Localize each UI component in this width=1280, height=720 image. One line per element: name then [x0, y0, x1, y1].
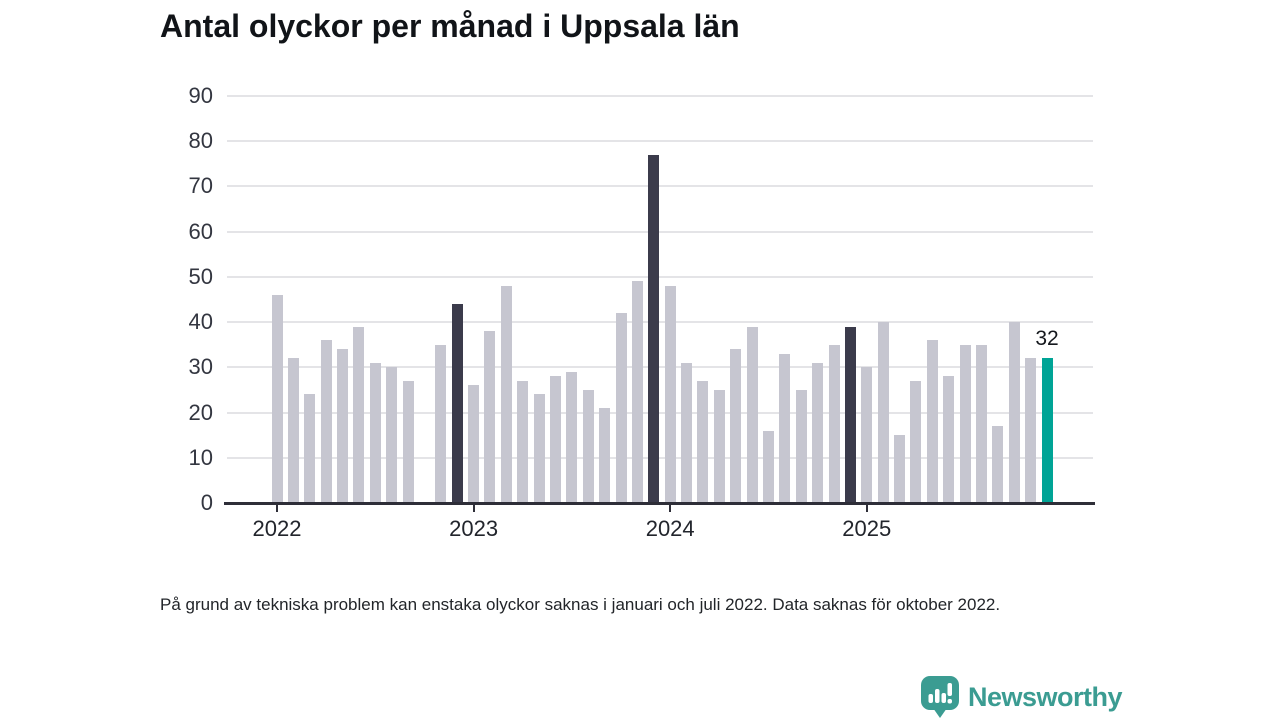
- bar-2022-12: [451, 304, 463, 503]
- bar-2023-02: [484, 331, 496, 503]
- bar-2022-06: [353, 326, 365, 503]
- bar-2024-02: [681, 362, 693, 503]
- y-axis-tick-label: 70: [188, 173, 213, 199]
- x-axis-tick: [669, 504, 672, 512]
- bar-2025-05: [926, 340, 938, 503]
- gridline: [227, 140, 1093, 143]
- y-axis-tick-label: 20: [188, 399, 213, 425]
- bar-2025-09: [992, 426, 1004, 503]
- bar-2023-10: [615, 313, 627, 503]
- gridline: [227, 95, 1093, 97]
- bar-2025-03: [894, 435, 906, 503]
- bar-2023-06: [550, 376, 561, 503]
- bar-2025-02: [877, 322, 889, 503]
- bar-2024-05: [730, 349, 742, 503]
- chart-title: Antal olyckor per månad i Uppsala län: [160, 8, 740, 44]
- x-axis-tick-label: 2022: [252, 516, 302, 541]
- gridline: [227, 411, 1093, 414]
- y-axis-tick-label: 40: [188, 309, 213, 335]
- bar-2025-11: [1025, 358, 1037, 503]
- bar-2023-11: [631, 281, 643, 503]
- bar-2022-08: [386, 367, 398, 503]
- bar-2022-01: [271, 294, 283, 503]
- x-axis-tick-label: 2024: [645, 516, 695, 541]
- bar-2022-03: [304, 394, 316, 503]
- newsworthy-logo-icon: [920, 675, 959, 718]
- x-axis-tick: [276, 504, 278, 512]
- bar-2025-07: [959, 344, 971, 503]
- bar-2023-03: [500, 285, 512, 503]
- gridline: [227, 185, 1093, 188]
- bar-2022-02: [287, 358, 299, 503]
- bar-2025-06: [943, 376, 955, 503]
- bar-2024-01: [664, 285, 676, 503]
- y-axis-tick-label: 30: [188, 354, 213, 380]
- bar-2023-05: [533, 394, 545, 503]
- bar-2024-09: [795, 389, 807, 503]
- y-axis-tick-label: 50: [188, 263, 213, 289]
- bar-2025-04: [910, 380, 922, 503]
- bar-2022-04: [320, 340, 332, 503]
- gridline: [227, 230, 1093, 233]
- y-axis-tick-label: 60: [188, 218, 213, 244]
- bar-2022-07: [369, 362, 381, 503]
- y-axis-tick-label: 80: [188, 128, 213, 154]
- x-axis-tick-label: 2025: [842, 516, 892, 541]
- bar-2023-08: [582, 389, 594, 503]
- bar-2024-12: [844, 326, 856, 503]
- bar-2025-10: [1008, 322, 1020, 503]
- bar-2024-06: [746, 326, 758, 503]
- bar-2024-11: [828, 344, 840, 503]
- bar-2025-01: [861, 367, 873, 503]
- bar-2025-08: [975, 344, 987, 503]
- y-axis-tick-label: 90: [188, 83, 213, 108]
- gridline: [227, 456, 1093, 459]
- bar-2022-05: [337, 349, 349, 503]
- bar-2023-12: [648, 154, 660, 503]
- bar-2024-10: [812, 362, 824, 503]
- x-axis-tick: [472, 504, 475, 512]
- bar-2023-07: [566, 371, 578, 503]
- y-axis-tick-label: 0: [200, 490, 213, 515]
- newsworthy-logo-text: Newsworthy: [967, 681, 1123, 712]
- x-axis-line: [224, 502, 1095, 505]
- x-axis-tick: [865, 504, 868, 512]
- latest-value-label: 32: [1035, 327, 1059, 351]
- newsworthy-logo: Newsworthy: [920, 675, 1123, 718]
- bar-2024-03: [697, 380, 709, 503]
- gridline: [227, 321, 1093, 324]
- gridline: [227, 366, 1093, 369]
- bar-2022-09: [402, 380, 414, 503]
- gridline: [227, 275, 1093, 278]
- y-axis-tick-label: 10: [188, 444, 213, 470]
- x-axis-tick-label: 2023: [449, 516, 499, 541]
- bar-2022-11: [435, 344, 447, 503]
- plot-area: 0 10 20 30 40 50 60 70 80 90 2022 2023 2024 2025 32: [189, 83, 1095, 541]
- bar-2023-01: [468, 385, 480, 503]
- bar-2023-04: [517, 380, 529, 503]
- chart-footnote: På grund av tekniska problem kan enstaka…: [160, 595, 1001, 614]
- bar-2024-07: [762, 430, 774, 503]
- bar-2024-04: [713, 389, 725, 503]
- bar-2025-12: [1041, 358, 1053, 503]
- bar-2023-09: [599, 408, 611, 503]
- bar-2024-08: [779, 353, 791, 503]
